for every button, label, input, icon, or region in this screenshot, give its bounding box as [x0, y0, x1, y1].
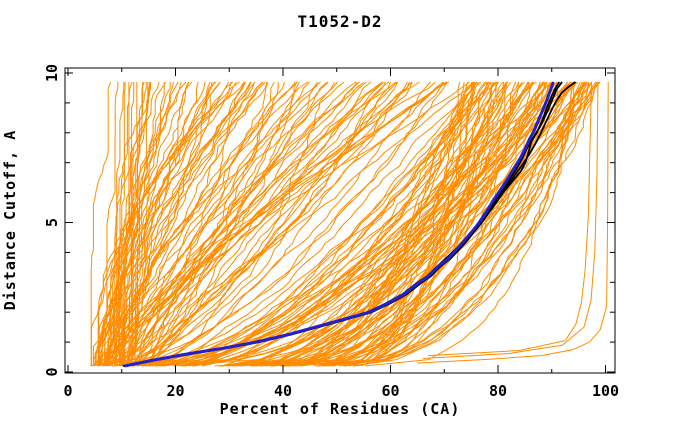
svg-text:10: 10: [43, 64, 61, 82]
svg-text:0: 0: [43, 367, 61, 376]
ensemble-curves: [90, 81, 601, 367]
svg-text:20: 20: [166, 382, 184, 400]
highlight-curves: [122, 81, 576, 368]
svg-text:5: 5: [43, 218, 61, 227]
axes-frame: [64, 67, 616, 374]
svg-text:0: 0: [63, 382, 72, 400]
svg-text:100: 100: [592, 382, 619, 400]
y-axis-label: Distance Cutoff, A: [1, 129, 19, 311]
svg-text:80: 80: [489, 382, 507, 400]
svg-text:60: 60: [381, 382, 399, 400]
outlier-curves: [417, 81, 609, 364]
x-axis-label: Percent of Residues (CA): [219, 400, 461, 418]
tick-labels: 0 20 40 60 80 100 0 5 10: [43, 64, 619, 400]
svg-text:40: 40: [274, 382, 292, 400]
chart-title: T1052-D2: [297, 12, 383, 31]
